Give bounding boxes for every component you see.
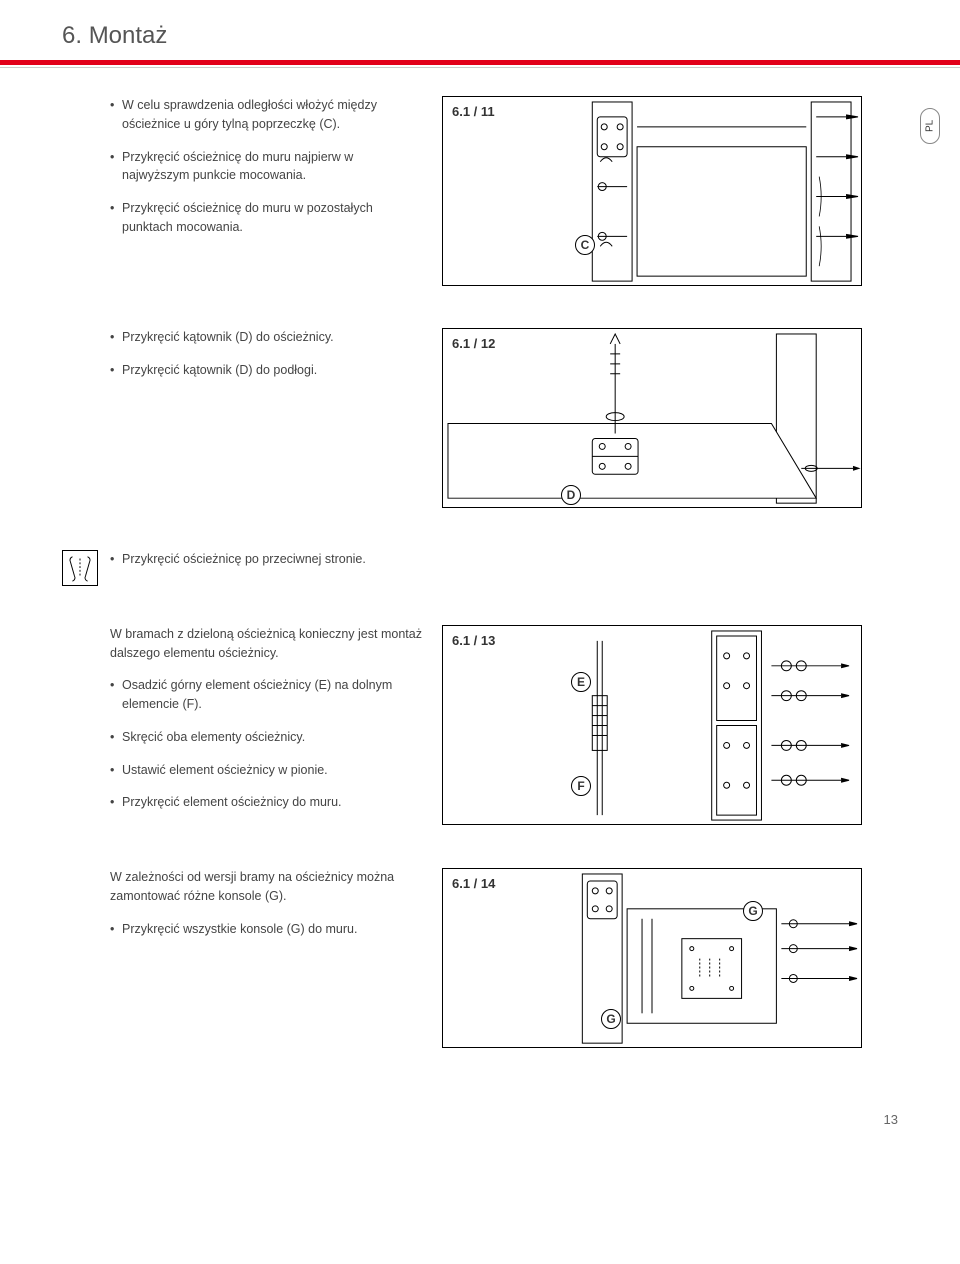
step-row: Przykręcić kątownik (D) do ościeżnicy. Pr… — [62, 328, 898, 508]
figure-illustration — [443, 97, 861, 285]
language-tab: PL — [920, 108, 940, 144]
figure-illustration — [443, 329, 861, 507]
figure-column: 6.1 / 13 E F — [442, 625, 898, 825]
figure-column: 6.1 / 14 G G — [442, 868, 898, 1048]
page-header: 6. Montaż — [0, 0, 960, 60]
callout-letter: G — [743, 901, 763, 921]
figure: 6.1 / 13 E F — [442, 625, 862, 825]
callout-letter: C — [575, 235, 595, 255]
bullet-item: Przykręcić kątownik (D) do podłogi. — [110, 361, 422, 380]
wrench-icon — [62, 550, 98, 586]
figure-label: 6.1 / 11 — [449, 101, 498, 123]
section-number: 6. — [62, 22, 82, 49]
bullet-item: Przykręcić element ościeżnicy do muru. — [110, 793, 422, 812]
bullet-list: Przykręcić kątownik (D) do ościeżnicy. Pr… — [110, 328, 422, 380]
step-text: W zależności od wersji bramy na ościeżni… — [62, 868, 422, 952]
bullet-item: W celu sprawdzenia odległości włożyć mię… — [110, 96, 422, 134]
section-title: 6. Montaż — [62, 18, 960, 54]
callout-letter: D — [561, 485, 581, 505]
bullet-item: Osadzić górny element ościeżnicy (E) na … — [110, 676, 422, 714]
callout-letter: G — [601, 1009, 621, 1029]
step-row: W celu sprawdzenia odległości włożyć mię… — [62, 96, 898, 286]
figure-label: 6.1 / 14 — [449, 873, 498, 895]
figure-label: 6.1 / 13 — [449, 630, 498, 652]
step-text: Przykręcić ościeżnicę po przeciwnej stro… — [62, 550, 422, 583]
step-intro: W zależności od wersji bramy na ościeżni… — [110, 868, 422, 906]
bullet-item: Przykręcić ościeżnicę do muru w pozostał… — [110, 199, 422, 237]
bullet-item: Skręcić oba elementy ościeżnicy. — [110, 728, 422, 747]
figure-illustration — [443, 626, 861, 824]
bullet-item: Przykręcić wszystkie konsole (G) do muru… — [110, 920, 422, 939]
figure: 6.1 / 14 G G — [442, 868, 862, 1048]
thin-divider — [0, 67, 960, 68]
bullet-list: Osadzić górny element ościeżnicy (E) na … — [110, 676, 422, 812]
figure-column: 6.1 / 12 D — [442, 328, 898, 508]
figure-label: 6.1 / 12 — [449, 333, 498, 355]
figure-column: 6.1 / 11 C — [442, 96, 898, 286]
bullet-item: Przykręcić ościeżnicę do muru najpierw w… — [110, 148, 422, 186]
bullet-item: Ustawić element ościeżnicy w pionie. — [110, 761, 422, 780]
step-text: W celu sprawdzenia odległości włożyć mię… — [62, 96, 422, 251]
callout-letter: F — [571, 776, 591, 796]
figure: 6.1 / 11 C — [442, 96, 862, 286]
step-text: Przykręcić kątownik (D) do ościeżnicy. Pr… — [62, 328, 422, 394]
bullet-item: Przykręcić kątownik (D) do ościeżnicy. — [110, 328, 422, 347]
section-name: Montaż — [89, 22, 168, 49]
bullet-list: W celu sprawdzenia odległości włożyć mię… — [110, 96, 422, 237]
figure: 6.1 / 12 D — [442, 328, 862, 508]
red-divider — [0, 60, 960, 65]
content-area: PL W celu sprawdzenia odległości włożyć … — [0, 96, 960, 1048]
step-intro: W bramach z dzieloną ościeżnicą konieczn… — [110, 625, 422, 663]
callout-letter: E — [571, 672, 591, 692]
step-row: W bramach z dzieloną ościeżnicą konieczn… — [62, 625, 898, 826]
step-row: Przykręcić ościeżnicę po przeciwnej stro… — [62, 550, 898, 583]
bullet-item: Przykręcić ościeżnicę po przeciwnej stro… — [110, 550, 422, 569]
bullet-list: Przykręcić ościeżnicę po przeciwnej stro… — [110, 550, 422, 569]
step-row: W zależności od wersji bramy na ościeżni… — [62, 868, 898, 1048]
bullet-list: Przykręcić wszystkie konsole (G) do muru… — [110, 920, 422, 939]
page-number: 13 — [0, 1090, 960, 1150]
figure-illustration — [443, 869, 861, 1047]
step-text: W bramach z dzieloną ościeżnicą konieczn… — [62, 625, 422, 826]
